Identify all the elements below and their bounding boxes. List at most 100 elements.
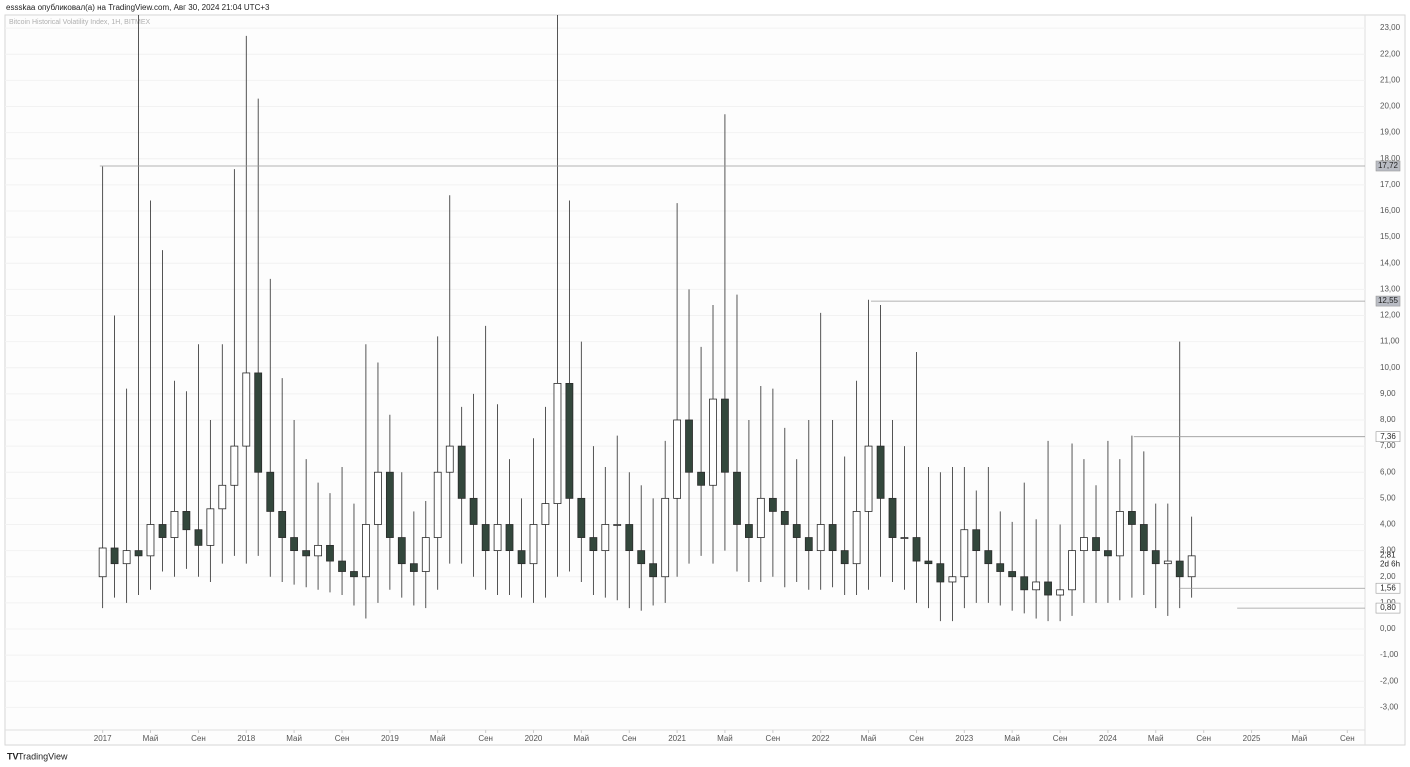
candle-body (1020, 576, 1029, 591)
x-tick-label: Май (286, 734, 302, 743)
y-tick-label: 3,00 (1380, 546, 1396, 555)
candle-body (900, 537, 909, 539)
candle-body (98, 547, 107, 578)
chart-frame (4, 14, 1406, 746)
y-tick-label: 2,00 (1380, 572, 1396, 581)
candle-body (673, 419, 682, 499)
candle-body (481, 524, 490, 552)
candle-body (397, 537, 406, 565)
candle-body (350, 571, 358, 578)
candle-body (948, 576, 957, 583)
candle-body (625, 524, 634, 552)
price-label-box (1375, 160, 1401, 172)
candle-body (984, 550, 993, 565)
candle-body (816, 524, 825, 552)
candle-body (134, 550, 143, 557)
candle-body (637, 550, 646, 565)
candle-body (361, 524, 370, 578)
x-tick-label: 2017 (94, 734, 112, 743)
candle-body (828, 524, 837, 552)
x-tick-label: Сен (191, 734, 206, 743)
candle-body (206, 508, 215, 546)
candle-body (409, 563, 418, 572)
y-tick-label: 13,00 (1380, 284, 1401, 293)
candle-body (601, 524, 610, 552)
x-tick-label: Сен (909, 734, 924, 743)
y-tick-label: -3,00 (1380, 702, 1399, 711)
candle-body (326, 544, 334, 562)
x-tick-label: Сен (1196, 734, 1211, 743)
y-tick-label: 12,00 (1380, 311, 1401, 320)
y-tick-label: 4,00 (1380, 520, 1396, 529)
y-tick-label: -2,00 (1380, 676, 1399, 685)
candle-body (876, 445, 885, 499)
price-label: 17,72 (1378, 161, 1399, 170)
x-tick-label: 2024 (1099, 734, 1117, 743)
y-tick-label: 15,00 (1380, 232, 1401, 241)
y-tick-label: 6,00 (1380, 467, 1396, 476)
candle-body (469, 497, 478, 525)
y-tick-label: 23,00 (1380, 23, 1401, 32)
x-tick-label: Май (143, 734, 159, 743)
candle-body (302, 550, 311, 557)
candle-body (158, 524, 167, 538)
x-tick-label: 2019 (381, 734, 399, 743)
y-tick-label: 20,00 (1380, 102, 1401, 111)
candle-body (122, 550, 131, 565)
candle-body (254, 372, 263, 473)
candle-body (445, 445, 454, 473)
candle-body (840, 550, 849, 565)
header: essskaa опубликовал(а) на TradingView.co… (6, 3, 270, 12)
price-label-box (1375, 431, 1401, 442)
x-tick-label: Май (1148, 734, 1164, 743)
candle-body (517, 550, 526, 565)
x-tick-label: 2020 (525, 734, 543, 743)
y-tick-label: 16,00 (1380, 206, 1401, 215)
candle-body (804, 537, 813, 552)
candle-body (230, 445, 239, 486)
candle-body (218, 484, 227, 510)
candle-body (1151, 550, 1160, 565)
candle-body (1092, 537, 1100, 552)
x-tick-label: Май (1004, 734, 1020, 743)
candle-body (733, 471, 741, 525)
candle-body (565, 382, 574, 499)
candle-body (182, 511, 191, 531)
price-label-box (1375, 582, 1401, 594)
candle-body (1128, 511, 1136, 525)
x-tick-label: 2018 (237, 734, 255, 743)
candle-body (685, 419, 693, 473)
candle-body (1115, 511, 1124, 557)
candle-body (553, 382, 562, 504)
x-tick-label: Сен (335, 734, 350, 743)
candle-body (697, 471, 705, 486)
y-tick-label: 9,00 (1380, 389, 1396, 398)
candle-body (421, 537, 430, 572)
y-tick-label: 5,00 (1380, 493, 1396, 502)
x-tick-label: Сен (478, 734, 493, 743)
x-tick-label: Май (573, 734, 589, 743)
candle-body (385, 471, 394, 538)
x-tick-label: Сен (622, 734, 637, 743)
candle-body (1032, 581, 1041, 591)
candle-body (433, 471, 442, 538)
y-tick-label: 17,00 (1380, 180, 1401, 189)
candle-body (792, 524, 801, 538)
price-label: 1,56 (1380, 583, 1396, 592)
y-tick-label: 19,00 (1380, 128, 1401, 137)
candle-body (278, 511, 287, 538)
candle-body (661, 497, 670, 578)
y-tick-label: 0,00 (1380, 624, 1396, 633)
candle-body (1187, 555, 1196, 578)
candle-body (589, 537, 598, 552)
plot-area (5, 15, 1365, 708)
x-tick-label: 2023 (955, 734, 973, 743)
y-tick-label: 14,00 (1380, 258, 1401, 267)
candle-body (529, 524, 538, 565)
x-tick-label: Сен (766, 734, 781, 743)
candle-body (960, 529, 969, 578)
candle-body (290, 537, 298, 552)
candle-body (457, 445, 466, 499)
candle-body (266, 471, 275, 512)
